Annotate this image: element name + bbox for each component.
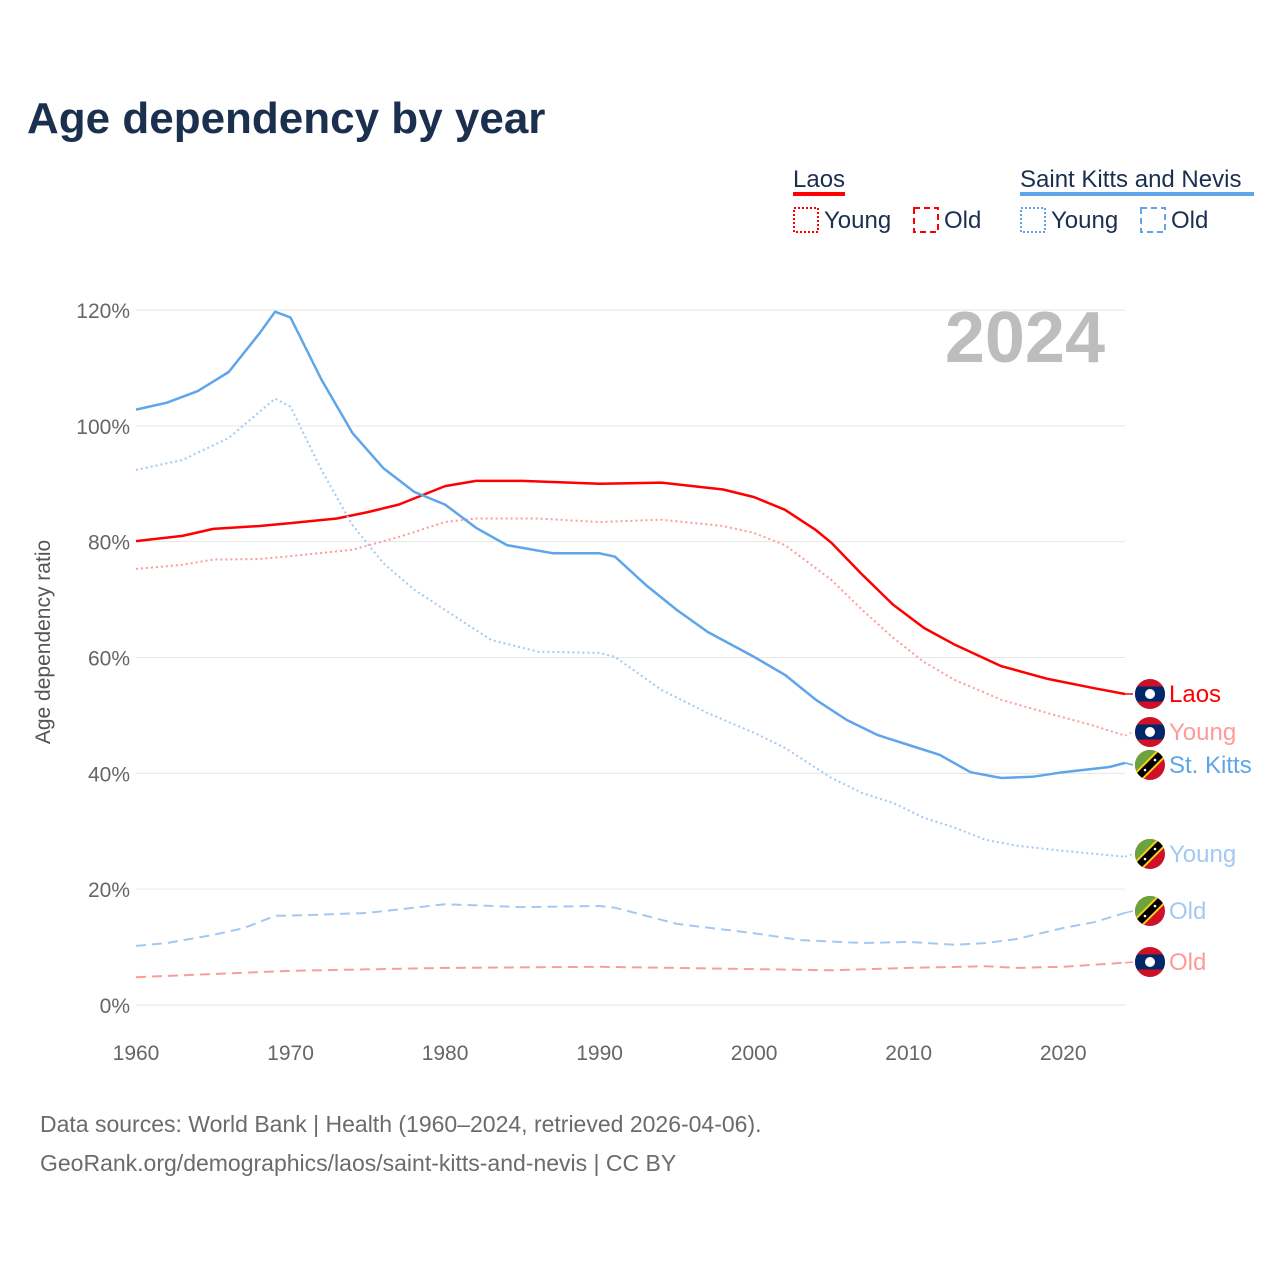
end-label: Old [1169, 898, 1206, 925]
chart-title: Age dependency by year [27, 94, 545, 143]
y-tick-label: 100% [76, 416, 130, 439]
legend-skn-old: Old [1171, 207, 1208, 234]
end-label-connector [1124, 961, 1134, 964]
source-line-1: Data sources: World Bank | Health (1960–… [40, 1111, 762, 1137]
laos-flag-icon [1135, 717, 1165, 747]
legend-group-laos: Laos [793, 166, 845, 193]
x-tick-label: 1990 [576, 1042, 623, 1065]
legend-dashed-swatch [1140, 207, 1166, 233]
legend-laos-underline [793, 192, 845, 196]
x-tick-label: 2020 [1040, 1042, 1087, 1065]
end-label-connector [1124, 910, 1134, 914]
y-tick-label: 80% [88, 532, 130, 555]
series-line-saint-kitts-and-nevis-young [135, 397, 1126, 858]
legend-skn-young: Young [1051, 207, 1118, 234]
x-tick-label: 1960 [113, 1042, 160, 1065]
series-line-saint-kitts-and-nevis-old [135, 903, 1126, 947]
y-tick-label: 40% [88, 763, 130, 786]
end-label: Young [1169, 841, 1236, 868]
series-line-saint-kitts-and-nevis [135, 310, 1126, 780]
y-tick-label: 60% [88, 648, 130, 671]
legend-group-skn: Saint Kitts and Nevis [1020, 166, 1241, 193]
y-axis-label: Age dependency ratio [32, 540, 55, 744]
x-tick-label: 2010 [885, 1042, 932, 1065]
y-tick-label: 120% [76, 300, 130, 323]
legend-laos-old: Old [944, 207, 981, 234]
end-label: Old [1169, 949, 1206, 976]
x-tick-label: 1980 [422, 1042, 469, 1065]
y-tick-label: 0% [100, 995, 130, 1018]
end-label: Laos [1169, 681, 1221, 708]
saint-kitts-flag-icon [1135, 839, 1165, 869]
series-line-laos [135, 479, 1126, 696]
saint-kitts-flag-icon [1135, 750, 1165, 780]
source-line-2[interactable]: GeoRank.org/demographics/laos/saint-kitt… [40, 1150, 676, 1176]
end-label: Young [1169, 719, 1236, 746]
end-label-connector [1124, 731, 1134, 737]
year-watermark: 2024 [945, 298, 1105, 378]
legend-laos-young: Young [824, 207, 891, 234]
series-line-laos-young [135, 517, 1126, 737]
x-tick-label: 2000 [731, 1042, 778, 1065]
end-label-connector [1124, 853, 1134, 858]
x-tick-label: 1970 [267, 1042, 314, 1065]
legend-dashed-swatch [913, 207, 939, 233]
legend-skn-underline [1020, 192, 1254, 196]
legend: Laos Young Old Saint Kitts and Nevis You… [793, 166, 1254, 234]
legend-dotted-swatch [1020, 207, 1046, 233]
series-line-laos-old [135, 961, 1126, 979]
laos-flag-icon [1135, 679, 1165, 709]
end-label: St. Kitts [1169, 752, 1252, 779]
legend-dotted-swatch [793, 207, 819, 233]
saint-kitts-flag-icon [1135, 896, 1165, 926]
y-tick-label: 20% [88, 879, 130, 902]
laos-flag-icon [1135, 947, 1165, 977]
end-label-connector [1124, 762, 1134, 766]
